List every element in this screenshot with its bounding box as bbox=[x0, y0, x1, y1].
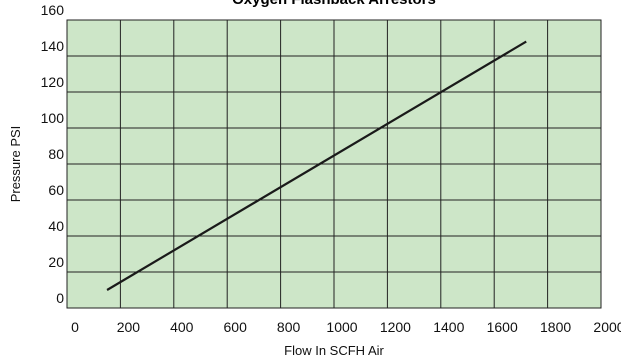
x-tick-labels: 0 200 400 600 800 1000 1200 1400 1600 1800 2000 bbox=[71, 319, 621, 335]
y-tick-label: 40 bbox=[48, 218, 64, 234]
x-tick-label: 2000 bbox=[593, 319, 621, 335]
x-tick-label: 1600 bbox=[487, 319, 518, 335]
y-tick-labels: 0 20 40 60 80 100 120 140 160 bbox=[41, 2, 65, 306]
series-line-0 bbox=[106, 40, 527, 291]
x-tick-label: 0 bbox=[71, 319, 79, 335]
chart-title: Oxygen Flashback Arrestors bbox=[232, 0, 436, 8]
y-tick-label: 100 bbox=[41, 110, 65, 126]
grid-lines bbox=[66, 19, 602, 309]
x-tick-label: 1400 bbox=[433, 319, 464, 335]
y-tick-label: 160 bbox=[41, 2, 65, 18]
y-tick-label: 60 bbox=[48, 182, 64, 198]
y-tick-label: 140 bbox=[41, 38, 65, 54]
y-tick-label: 80 bbox=[48, 146, 64, 162]
series-lines bbox=[106, 40, 527, 291]
y-tick-label: 0 bbox=[56, 290, 64, 306]
x-tick-label: 1000 bbox=[326, 319, 357, 335]
x-tick-label: 600 bbox=[224, 319, 248, 335]
y-tick-label: 20 bbox=[48, 254, 64, 270]
x-tick-label: 200 bbox=[117, 319, 141, 335]
x-tick-label: 1200 bbox=[380, 319, 411, 335]
x-tick-label: 800 bbox=[277, 319, 301, 335]
x-tick-label: 400 bbox=[170, 319, 194, 335]
x-axis-label: Flow In SCFH Air bbox=[284, 343, 384, 358]
y-axis-label: Pressure PSI bbox=[8, 126, 23, 203]
y-tick-label: 120 bbox=[41, 74, 65, 90]
x-tick-label: 1800 bbox=[540, 319, 571, 335]
